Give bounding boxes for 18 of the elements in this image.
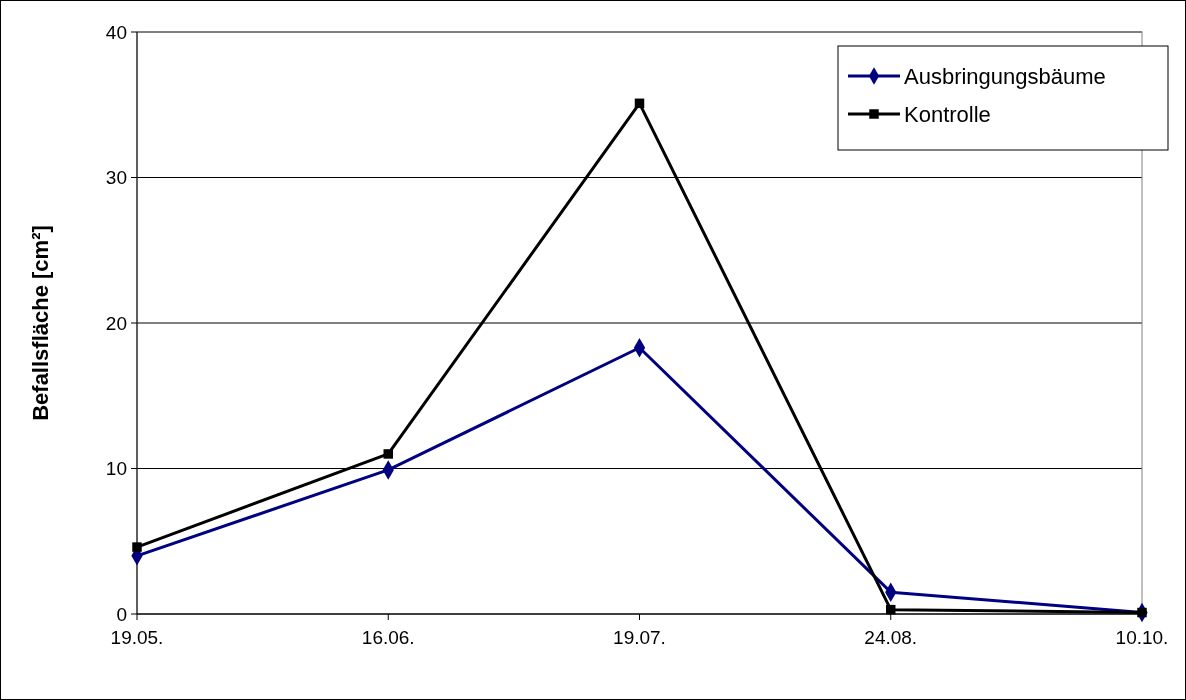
- legend-label: Ausbringungsbäume: [904, 63, 1106, 89]
- x-tick-label: 19.05.: [110, 627, 164, 648]
- y-axis-title: Befallsfläche [cm²]: [28, 225, 53, 421]
- legend-label: Kontrolle: [904, 101, 991, 127]
- x-tick-label: 10.10.: [1115, 627, 1169, 648]
- point: [383, 449, 393, 459]
- x-tick-label: 19.07.: [613, 627, 666, 648]
- point: [1137, 607, 1147, 618]
- x-tick-label: 24.08.: [864, 627, 918, 648]
- y-tick-label: 30: [105, 167, 127, 189]
- y-tick-label: 0: [116, 603, 127, 625]
- x-tick-label: 16.06.: [361, 627, 415, 648]
- y-tick-label: 40: [105, 21, 127, 43]
- y-tick-label: 20: [105, 312, 127, 334]
- point: [634, 98, 645, 109]
- point: [132, 542, 142, 552]
- point: [886, 604, 896, 615]
- y-tick-label: 10: [105, 458, 127, 480]
